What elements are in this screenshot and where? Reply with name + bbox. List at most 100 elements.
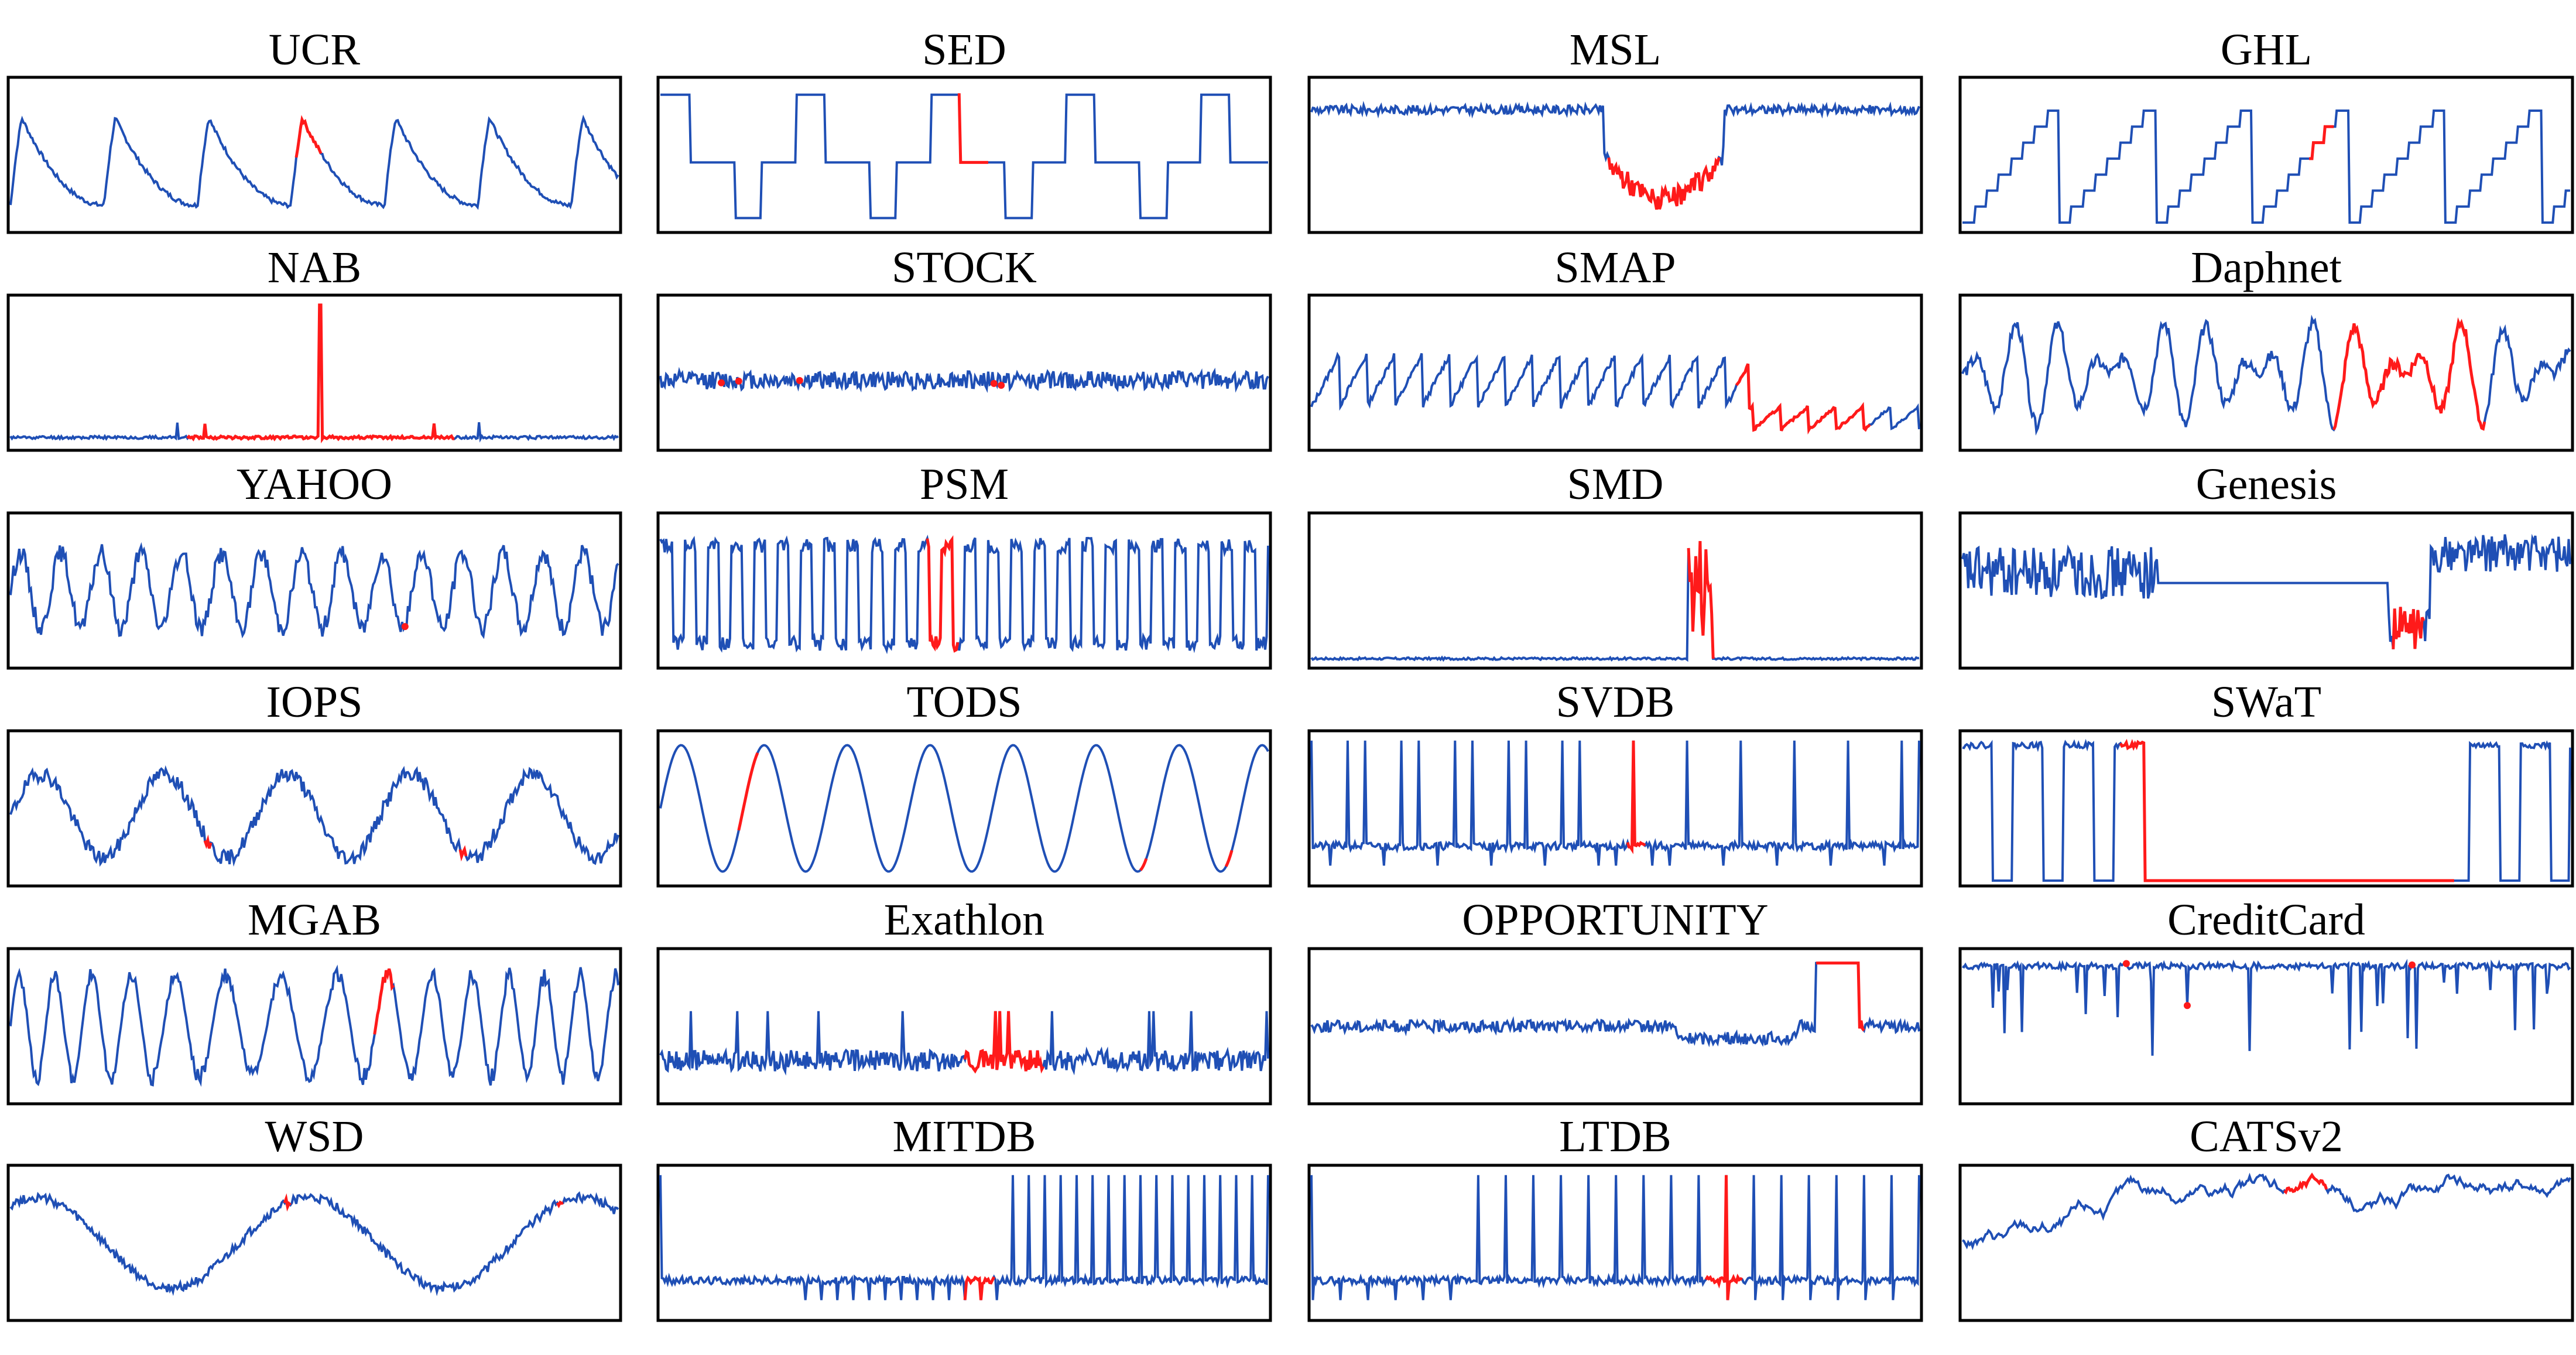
panel-catsv2: CATSv2 — [1958, 1112, 2574, 1322]
normal-series-line — [1310, 1175, 1920, 1301]
panel-frame — [1307, 76, 1923, 234]
normal-series-line — [9, 964, 619, 1087]
panel-daphnet: Daphnet — [1958, 243, 2574, 452]
panel-title: MGAB — [248, 895, 381, 945]
panel-smap: SMAP — [1307, 243, 1923, 452]
anomaly-point — [718, 379, 725, 386]
normal-series-line — [1962, 1172, 2571, 1251]
panel-title: WSD — [265, 1112, 364, 1161]
panel-title: SWaT — [2211, 678, 2321, 727]
anomaly-point — [401, 623, 409, 631]
normal-series-line — [9, 1191, 619, 1296]
panel-title: STOCK — [892, 243, 1037, 292]
panel-frame — [1958, 729, 2574, 888]
normal-series-line — [1961, 533, 2571, 649]
panel-frame — [656, 293, 1272, 452]
panel-smd: SMD — [1307, 460, 1923, 670]
anomaly-segment — [1816, 961, 1865, 1032]
panel-svdb: SVDB — [1307, 678, 1923, 888]
panel-title: Exathlon — [884, 895, 1044, 945]
panel-psm: PSM — [656, 460, 1272, 670]
anomaly-point — [998, 381, 1005, 389]
panel-iops: IOPS — [6, 678, 622, 888]
anomaly-segment — [2392, 607, 2426, 649]
panel-title: PSM — [920, 460, 1009, 509]
panel-title: UCR — [269, 25, 361, 74]
panel-frame — [6, 293, 622, 452]
panel-msl: MSL — [1307, 25, 1923, 234]
panel-mitdb: MITDB — [656, 1112, 1272, 1322]
anomaly-point — [796, 377, 803, 384]
panel-frame — [1307, 947, 1923, 1106]
panel-title: CATSv2 — [2190, 1112, 2343, 1161]
anomaly-segment — [957, 93, 988, 164]
panel-ltdb: LTDB — [1307, 1112, 1923, 1322]
panel-swat: SWaT — [1958, 678, 2574, 888]
panel-nab: NAB — [6, 243, 622, 452]
normal-series-line — [9, 765, 619, 867]
anomaly-segment — [2309, 125, 2334, 160]
anomaly-segment — [556, 1200, 564, 1209]
anomaly-point — [2408, 961, 2416, 969]
anomaly-point — [990, 379, 998, 387]
panel-frame — [1958, 511, 2574, 670]
anomaly-segment — [1607, 157, 1721, 210]
anomaly-segment — [2119, 738, 2454, 882]
anomaly-segment — [203, 834, 213, 849]
panel-title: CreditCard — [2167, 895, 2365, 945]
panel-tods: TODS — [656, 678, 1272, 888]
panel-frame — [656, 947, 1272, 1106]
panel-sed: SED — [656, 25, 1272, 234]
anomaly-segment — [1626, 740, 1646, 854]
panel-frame — [1958, 1164, 2574, 1322]
panel-title: SVDB — [1556, 678, 1675, 727]
anomaly-segment — [1139, 858, 1148, 871]
panel-title: LTDB — [1559, 1112, 1671, 1161]
anomaly-segment — [186, 303, 455, 444]
panel-title: MSL — [1570, 25, 1661, 74]
panel-stock: STOCK — [656, 243, 1272, 452]
panel-ghl: GHL — [1958, 25, 2574, 234]
normal-series-line — [9, 542, 619, 639]
anomaly-segment — [1224, 850, 1234, 867]
panel-title: SMAP — [1555, 243, 1676, 292]
panel-opportunity: OPPORTUNITY — [1307, 895, 1923, 1106]
panel-title: GHL — [2221, 25, 2312, 74]
panel-creditcard: CreditCard — [1958, 895, 2574, 1106]
panel-title: NAB — [268, 243, 361, 292]
panel-frame — [1958, 76, 2574, 234]
panel-title: Daphnet — [2191, 243, 2341, 292]
normal-series-line — [1310, 740, 1920, 866]
panel-title: SMD — [1567, 460, 1664, 509]
normal-series-line — [659, 744, 1269, 873]
panel-frame — [1307, 511, 1923, 670]
panel-frame — [1958, 947, 2574, 1106]
anomaly-segment — [373, 968, 395, 1035]
anomaly-segment — [283, 1193, 292, 1212]
panel-title: MITDB — [893, 1112, 1036, 1161]
panel-genesis: Genesis — [1958, 460, 2574, 670]
normal-series-line — [1962, 959, 2571, 1056]
anomaly-segment — [294, 115, 323, 158]
anomaly-point — [2183, 1002, 2191, 1010]
panel-title: SED — [922, 25, 1006, 74]
panel-frame — [6, 1164, 622, 1322]
normal-series-line — [1310, 540, 1920, 662]
panel-mgab: MGAB — [6, 895, 622, 1106]
panel-frame — [656, 76, 1272, 234]
anomaly-segment — [737, 752, 759, 831]
panel-ucr: UCR — [6, 25, 622, 234]
panel-title: Genesis — [2196, 460, 2337, 509]
normal-series-line — [659, 367, 1269, 394]
anomaly-segment — [926, 535, 960, 653]
panel-exathlon: Exathlon — [656, 895, 1272, 1106]
panel-wsd: WSD — [6, 1112, 622, 1322]
panel-title: OPPORTUNITY — [1462, 895, 1768, 945]
anomaly-segment — [1735, 363, 1871, 435]
anomaly-segment — [458, 845, 468, 862]
anomaly-segment — [2332, 317, 2486, 431]
anomaly-segment — [963, 1275, 996, 1301]
panel-frame — [6, 76, 622, 234]
anomaly-point — [2122, 960, 2130, 967]
